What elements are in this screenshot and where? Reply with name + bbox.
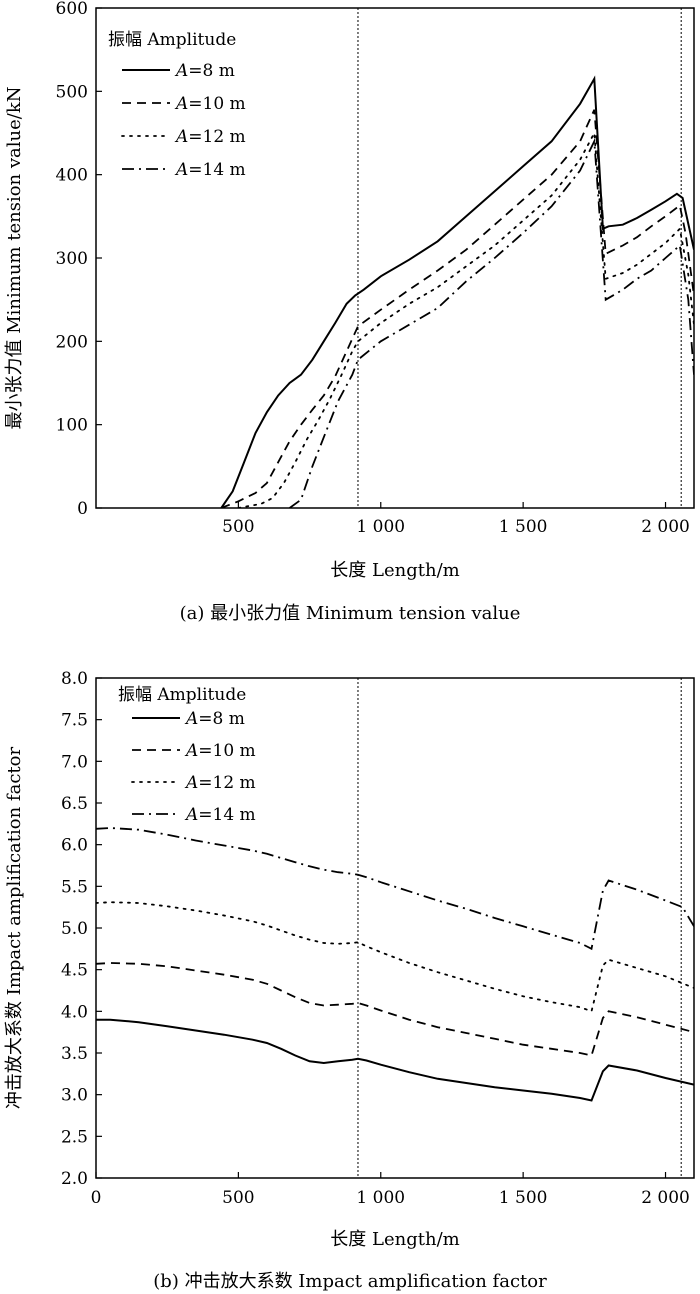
series-line-2 [237,129,694,508]
series-line-1 [220,109,694,508]
y-axis-label: 冲击放大系数 Impact amplification factor [4,747,25,1110]
series-line-3 [96,827,694,951]
x-tick-label: 500 [222,517,254,537]
series-line-0 [220,75,694,508]
x-tick-label: 1 500 [499,1188,548,1208]
series-line-3 [289,137,694,508]
x-axis-label: 长度 Length/m [330,1229,459,1250]
legend-entry-3: A=14 m [174,160,246,180]
y-tick-label: 4.0 [61,1002,88,1022]
chart-panel-1: 2.0 2.5 3.0 3.5 4.0 4.5 5.0 5.5 6.0 6.5 7.0 7.5 8.0 0… [4,669,695,1292]
x-tick-label: 500 [222,1188,254,1208]
y-tick-label: 3.5 [61,1044,88,1064]
y-tick-label: 300 [56,249,88,269]
legend-entry-3: A=14 m [184,805,256,825]
legend-entry-2: A=12 m [184,773,256,793]
legend-entry-1: A=10 m [174,94,246,114]
legend-entry-0: A=8 m [184,709,245,729]
x-tick-label: 1 000 [356,517,405,537]
y-tick-label: 0 [77,499,88,519]
series-line-0 [96,1018,694,1102]
legend-entry-0: A=8 m [174,61,235,81]
legend-title: 振幅 Amplitude [108,30,236,50]
chart-panel-0: 0 100 200 300 400 500 600 500 1 000 1 500 2 000 长度 … [4,0,695,624]
y-tick-label: 3.0 [61,1086,88,1106]
x-tick-label: 2 000 [641,1188,690,1208]
y-tick-label: 5.5 [61,877,88,897]
x-tick-label: 0 [91,1188,102,1208]
y-tick-label: 5.0 [61,919,88,939]
series-line-1 [96,962,694,1057]
y-tick-label: 2.5 [61,1127,88,1147]
figure-caption: (b) 冲击放大系数 Impact amplification factor [153,1271,547,1292]
legend-entry-1: A=10 m [184,741,256,761]
y-tick-label: 4.5 [61,961,88,981]
y-tick-label: 200 [56,332,88,352]
series-line-2 [96,901,694,1013]
y-tick-label: 400 [56,166,88,186]
y-tick-label: 6.5 [61,794,88,814]
y-axis-label: 最小张力值 Minimum tension value/kN [4,87,25,430]
y-tick-label: 6.0 [61,836,88,856]
x-tick-label: 1 500 [499,517,548,537]
legend-entry-2: A=12 m [174,127,246,147]
y-tick-label: 7.0 [61,752,88,772]
y-tick-label: 2.0 [61,1169,88,1189]
x-tick-label: 1 000 [356,1188,405,1208]
x-axis-label: 长度 Length/m [330,560,459,581]
x-tick-label: 2 000 [641,517,690,537]
y-tick-label: 600 [56,0,88,19]
legend-title: 振幅 Amplitude [118,685,246,705]
figure-caption: (a) 最小张力值 Minimum tension value [180,603,521,624]
y-tick-label: 8.0 [61,669,88,689]
y-tick-label: 7.5 [61,711,88,731]
y-tick-label: 500 [56,82,88,102]
y-tick-label: 100 [56,416,88,436]
plot-frame [95,7,695,509]
